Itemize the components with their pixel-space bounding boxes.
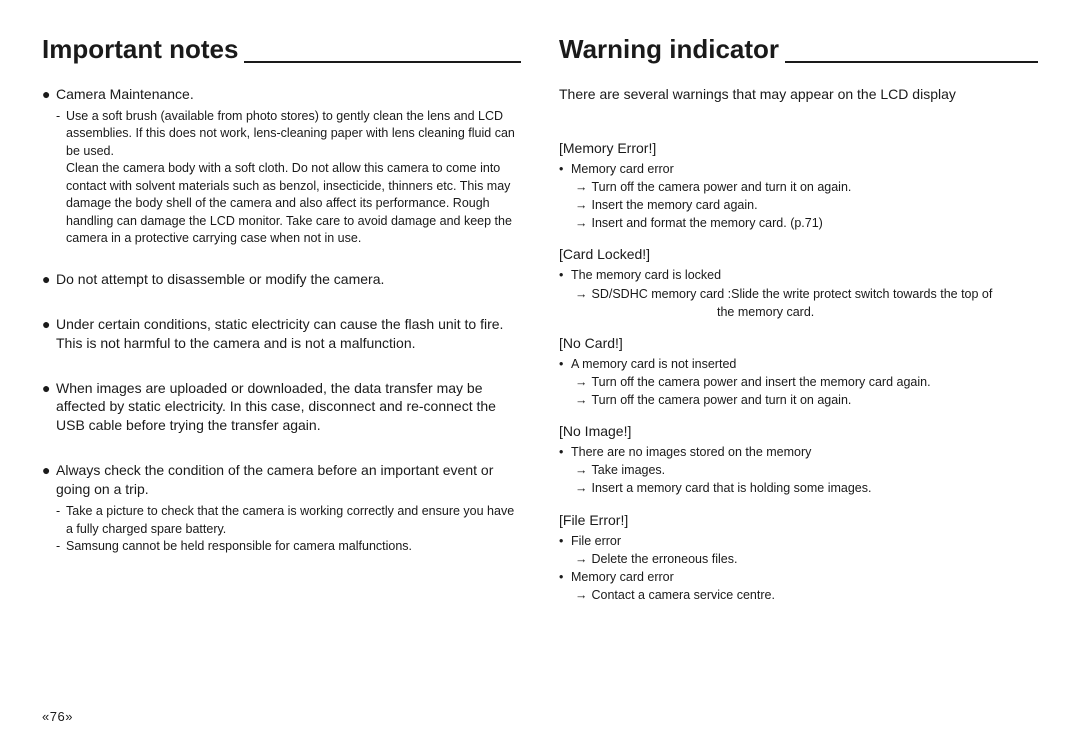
bullet-dot-icon: • (559, 532, 571, 550)
right-column: Warning indicator There are several warn… (559, 34, 1038, 604)
sub-text: Use a soft brush (available from photo s… (66, 108, 521, 248)
warn-memory-error-item: •Memory card error (559, 160, 1038, 178)
bullet-dot-icon: ● (42, 270, 56, 289)
warn-action-text: SD/SDHC memory card :Slide the write pro… (592, 285, 993, 303)
bullet-disassemble: ● Do not attempt to disassemble or modif… (42, 270, 521, 289)
warn-file-error-action1: →Delete the erroneous files. (559, 550, 1038, 568)
arrow-icon: → (575, 461, 592, 479)
warn-action-text: Contact a camera service centre. (592, 586, 775, 604)
warn-no-image-item: •There are no images stored on the memor… (559, 443, 1038, 461)
dash-icon: - (56, 503, 66, 538)
warn-action-text: Turn off the camera power and turn it on… (592, 178, 852, 196)
warn-no-image-label: [No Image!] (559, 423, 1038, 439)
bullet-dot-icon: ● (42, 315, 56, 353)
arrow-icon: → (575, 550, 592, 568)
warn-item-text: There are no images stored on the memory (571, 443, 811, 461)
left-title-row: Important notes (42, 34, 521, 67)
right-title-rule (785, 61, 1038, 63)
bullet-camera-maintenance: ● Camera Maintenance. (42, 85, 521, 104)
arrow-icon: → (575, 214, 592, 232)
warn-item-text: File error (571, 532, 621, 550)
warn-memory-error-action1: →Turn off the camera power and turn it o… (559, 178, 1038, 196)
page-number: «76» (42, 709, 73, 724)
warn-action-text: Insert a memory card that is holding som… (592, 479, 872, 497)
sub-maintenance-detail: - Use a soft brush (available from photo… (42, 108, 521, 248)
bullet-dot-icon: • (559, 443, 571, 461)
warn-file-error-item1: •File error (559, 532, 1038, 550)
warn-card-locked-label: [Card Locked!] (559, 246, 1038, 262)
left-column: Important notes ● Camera Maintenance. - … (42, 34, 521, 604)
warn-memory-error-label: [Memory Error!] (559, 140, 1038, 156)
manual-page: Important notes ● Camera Maintenance. - … (42, 34, 1038, 604)
sub-samsung-disclaimer: - Samsung cannot be held responsible for… (42, 538, 521, 556)
bullet-dot-icon: • (559, 355, 571, 373)
right-title: Warning indicator (559, 34, 779, 67)
warn-file-error-item2: •Memory card error (559, 568, 1038, 586)
sub-text: Samsung cannot be held responsible for c… (66, 538, 412, 556)
arrow-icon: → (575, 285, 592, 303)
bullet-dot-icon: • (559, 266, 571, 284)
bullet-dot-icon: ● (42, 461, 56, 499)
warn-item-text: Memory card error (571, 568, 674, 586)
warn-action-text: Take images. (592, 461, 666, 479)
arrow-icon: → (575, 178, 592, 196)
warn-file-error-action2: →Contact a camera service centre. (559, 586, 1038, 604)
warn-item-text: A memory card is not inserted (571, 355, 736, 373)
warn-item-text: Memory card error (571, 160, 674, 178)
warning-intro: There are several warnings that may appe… (559, 85, 1038, 104)
dash-icon: - (56, 538, 66, 556)
arrow-icon: → (575, 391, 592, 409)
bullet-text: When images are uploaded or downloaded, … (56, 379, 521, 436)
bullet-dot-icon: ● (42, 379, 56, 436)
dash-icon: - (56, 108, 66, 248)
bullet-text: Under certain conditions, static electri… (56, 315, 521, 353)
warn-action-text: Delete the erroneous files. (592, 550, 738, 568)
arrow-icon: → (575, 196, 592, 214)
arrow-icon: → (575, 479, 592, 497)
warn-action-text: Turn off the camera power and insert the… (592, 373, 931, 391)
warn-no-card-label: [No Card!] (559, 335, 1038, 351)
warn-file-error-label: [File Error!] (559, 512, 1038, 528)
warn-no-card-action2: →Turn off the camera power and turn it o… (559, 391, 1038, 409)
arrow-icon: → (575, 373, 592, 391)
warn-action-text: Turn off the camera power and turn it on… (592, 391, 852, 409)
warn-card-locked-action1b: the memory card. (559, 303, 1038, 321)
warn-no-card-item: •A memory card is not inserted (559, 355, 1038, 373)
bullet-static-flash: ● Under certain conditions, static elect… (42, 315, 521, 353)
bullet-dot-icon: ● (42, 85, 56, 104)
bullet-text: Always check the condition of the camera… (56, 461, 521, 499)
bullet-dot-icon: • (559, 160, 571, 178)
sub-test-picture: - Take a picture to check that the camer… (42, 503, 521, 538)
warn-memory-error-action3: →Insert and format the memory card. (p.7… (559, 214, 1038, 232)
bullet-text: Camera Maintenance. (56, 85, 194, 104)
bullet-check-condition: ● Always check the condition of the came… (42, 461, 521, 499)
warn-card-locked-item: •The memory card is locked (559, 266, 1038, 284)
warn-item-text: The memory card is locked (571, 266, 721, 284)
bullet-usb-transfer: ● When images are uploaded or downloaded… (42, 379, 521, 436)
bullet-text: Do not attempt to disassemble or modify … (56, 270, 384, 289)
warn-no-card-action1: →Turn off the camera power and insert th… (559, 373, 1038, 391)
warn-no-image-action2: →Insert a memory card that is holding so… (559, 479, 1038, 497)
sub-text: Take a picture to check that the camera … (66, 503, 521, 538)
left-title: Important notes (42, 34, 238, 67)
left-title-rule (244, 61, 521, 63)
warn-action-text: Insert and format the memory card. (p.71… (592, 214, 823, 232)
right-title-row: Warning indicator (559, 34, 1038, 67)
arrow-icon: → (575, 586, 592, 604)
warn-action-text: Insert the memory card again. (592, 196, 758, 214)
warn-card-locked-action1a: →SD/SDHC memory card :Slide the write pr… (559, 285, 1038, 303)
warn-no-image-action1: →Take images. (559, 461, 1038, 479)
bullet-dot-icon: • (559, 568, 571, 586)
warn-memory-error-action2: →Insert the memory card again. (559, 196, 1038, 214)
